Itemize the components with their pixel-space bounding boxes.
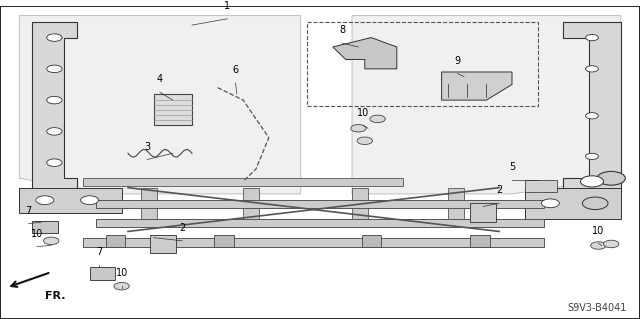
Circle shape [47,34,62,41]
Bar [90,267,115,280]
Text: 10: 10 [31,229,44,239]
Circle shape [47,96,62,104]
Circle shape [541,199,559,208]
Circle shape [44,237,59,245]
Circle shape [586,34,598,41]
Polygon shape [352,16,621,194]
Circle shape [586,113,598,119]
Text: 2: 2 [179,223,186,233]
Circle shape [47,128,62,135]
Circle shape [357,137,372,145]
Circle shape [582,197,608,210]
Bar [307,22,538,106]
Bar [448,188,464,225]
Text: FR.: FR. [45,291,65,301]
Circle shape [47,159,62,167]
Text: 9: 9 [454,56,461,66]
Text: 8: 8 [339,26,346,35]
Circle shape [591,242,606,249]
Bar [141,188,157,225]
Text: 10: 10 [115,268,128,278]
Bar [470,234,490,247]
Circle shape [114,282,129,290]
Polygon shape [333,38,397,69]
Bar [352,188,368,225]
Bar [83,178,403,186]
Circle shape [36,196,54,204]
Bar [32,220,58,233]
Polygon shape [563,22,621,194]
Polygon shape [442,72,512,100]
Bar [19,188,122,213]
Bar [214,234,234,247]
Text: 5: 5 [509,162,515,172]
Bar [106,234,125,247]
Text: 7: 7 [96,248,102,257]
Text: 2: 2 [496,185,502,196]
Text: 4: 4 [157,75,163,85]
Bar [83,238,544,247]
Bar [96,200,544,208]
Text: 3: 3 [144,142,150,152]
Circle shape [81,196,99,204]
Bar [362,234,381,247]
Polygon shape [32,22,77,194]
Circle shape [351,124,366,132]
Circle shape [586,66,598,72]
Bar [525,180,557,192]
Circle shape [370,115,385,122]
Text: 6: 6 [232,65,239,75]
Circle shape [47,65,62,73]
Circle shape [597,171,625,185]
Bar [154,94,192,125]
Polygon shape [19,16,301,194]
Text: 7: 7 [26,206,32,216]
Text: 10: 10 [592,226,605,235]
Bar [525,188,621,219]
Text: S9V3-B4041: S9V3-B4041 [568,303,627,313]
Text: 10: 10 [357,108,370,118]
Text: 1: 1 [224,1,230,11]
Circle shape [604,240,619,248]
Bar [96,219,544,227]
Bar [470,203,496,222]
Bar [243,188,259,225]
Bar [150,234,176,253]
Circle shape [586,153,598,160]
Circle shape [580,176,604,187]
